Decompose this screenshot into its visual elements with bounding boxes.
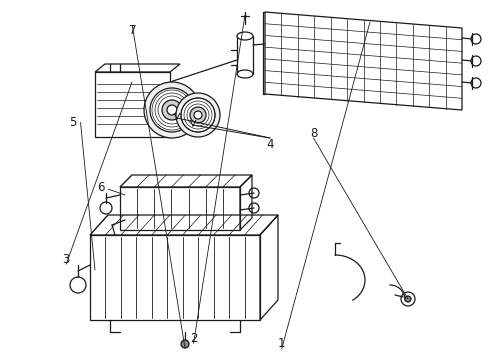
- Text: 8: 8: [310, 127, 318, 140]
- Circle shape: [181, 340, 189, 348]
- Circle shape: [176, 93, 220, 137]
- Text: 7: 7: [128, 24, 136, 37]
- Circle shape: [190, 107, 206, 123]
- Text: 1: 1: [278, 337, 286, 350]
- Circle shape: [405, 296, 411, 302]
- Circle shape: [150, 88, 194, 132]
- Text: 2: 2: [190, 332, 197, 345]
- Circle shape: [162, 100, 182, 120]
- Text: 6: 6: [97, 181, 104, 194]
- Text: 3: 3: [62, 253, 70, 266]
- Text: 5: 5: [69, 116, 76, 129]
- Circle shape: [144, 82, 200, 138]
- Circle shape: [181, 98, 215, 132]
- Text: 4: 4: [266, 138, 274, 150]
- Ellipse shape: [237, 32, 253, 40]
- Circle shape: [194, 111, 202, 119]
- Circle shape: [167, 105, 177, 115]
